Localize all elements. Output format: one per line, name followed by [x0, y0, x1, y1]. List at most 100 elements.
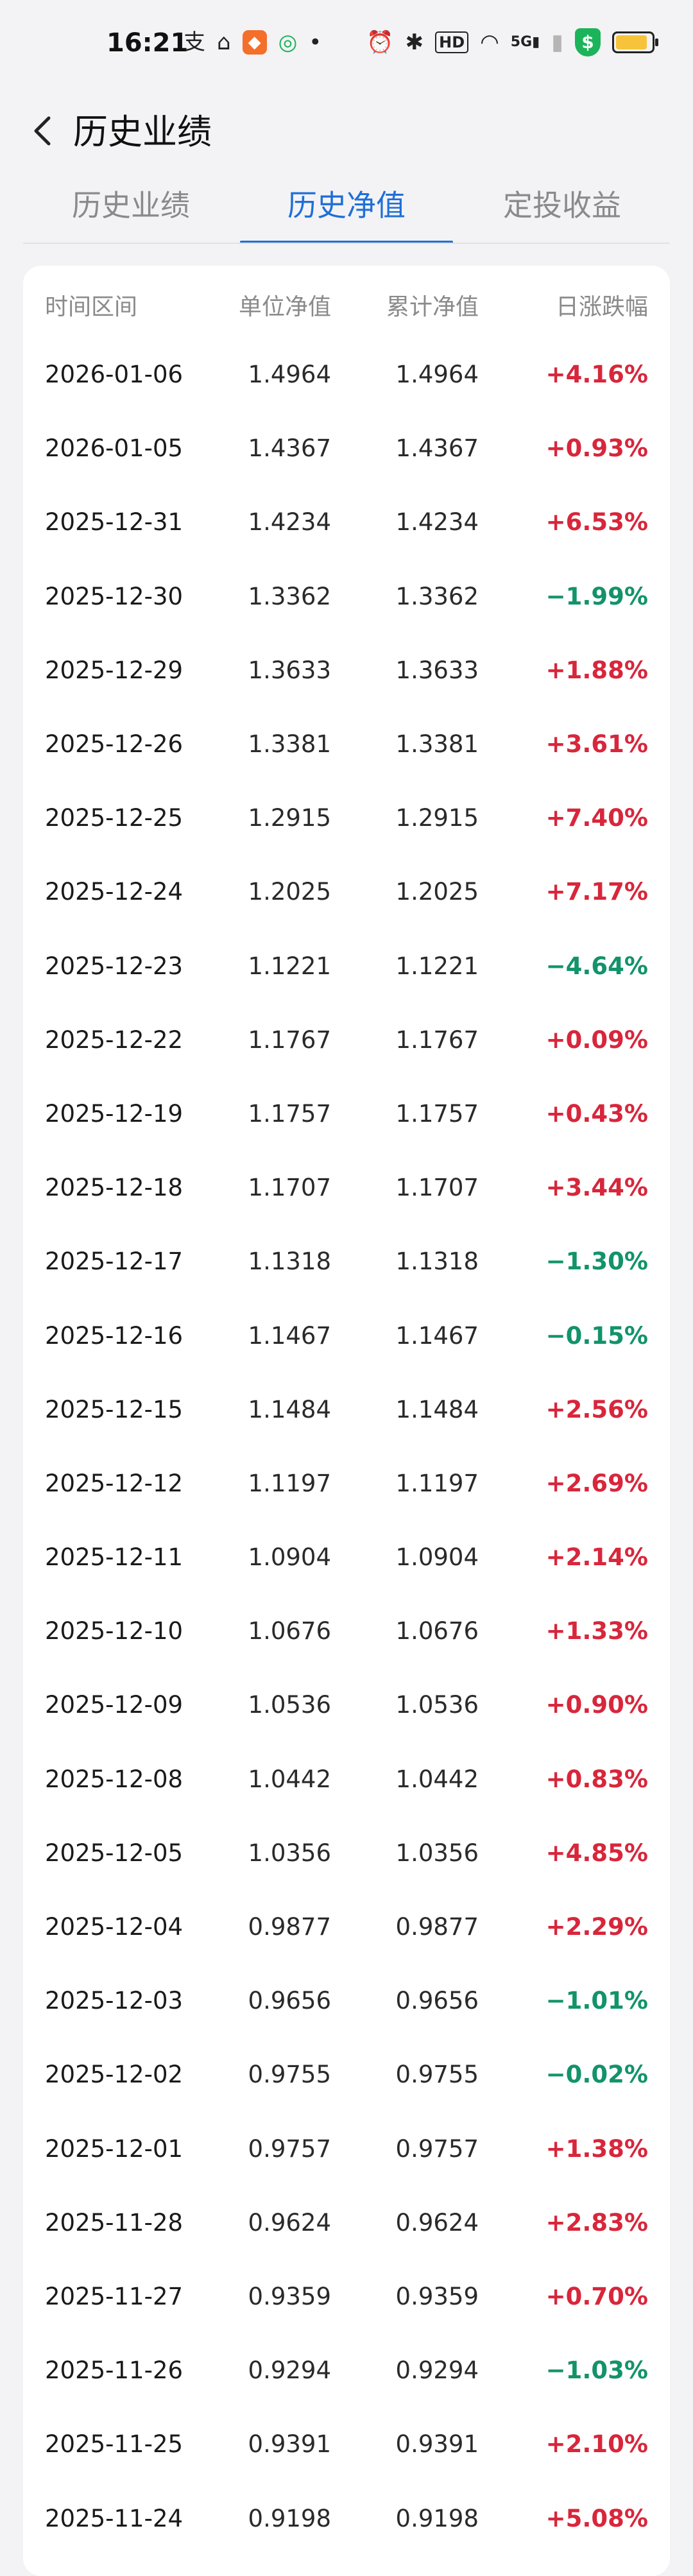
- cell-unit-nav: 1.4234: [248, 508, 331, 537]
- cell-daily-change: +2.10%: [545, 2430, 648, 2459]
- cell-daily-change: +0.70%: [545, 2282, 648, 2310]
- back-arrow-icon[interactable]: [24, 112, 63, 150]
- nav-table-card: 时间区间 单位净值 累计净值 日涨跌幅 2026-01-06 1.4964 1.49…: [23, 266, 670, 2576]
- table-row: 2025-12-17 1.1318 1.1318 −1.30%: [23, 1224, 670, 1298]
- cell-accumulated-nav: 1.1197: [395, 1469, 479, 1497]
- cell-daily-change: +1.33%: [545, 1617, 648, 1645]
- cell-date: 2025-12-12: [45, 1469, 184, 1497]
- table-row: 2025-12-04 0.9877 0.9877 +2.29%: [23, 1890, 670, 1964]
- orange-app-icon: ◆: [242, 30, 267, 55]
- table-row: 2025-12-05 1.0356 1.0356 +4.85%: [23, 1816, 670, 1890]
- tab-fixed-investment[interactable]: 定投收益: [503, 188, 621, 223]
- column-header-accumulated-nav: 累计净值: [386, 294, 479, 320]
- cell-unit-nav: 1.0904: [248, 1543, 331, 1572]
- cell-unit-nav: 1.3362: [248, 582, 331, 610]
- cell-date: 2025-12-01: [45, 2134, 184, 2163]
- table-row: 2025-12-01 0.9757 0.9757 +1.38%: [23, 2112, 670, 2186]
- table-row: 2025-12-19 1.1757 1.1757 +0.43%: [23, 1077, 670, 1151]
- table-row: 2025-11-24 0.9198 0.9198 +5.08%: [23, 2481, 670, 2555]
- cell-date: 2025-12-03: [45, 1987, 184, 2015]
- cell-date: 2025-12-31: [45, 508, 184, 537]
- cell-date: 2025-11-24: [45, 2504, 184, 2532]
- cell-daily-change: +2.14%: [545, 1543, 648, 1572]
- alipay-icon: 支: [184, 30, 205, 55]
- table-row: 2025-12-22 1.1767 1.1767 +0.09%: [23, 1003, 670, 1077]
- cell-unit-nav: 1.1467: [248, 1321, 331, 1350]
- cell-unit-nav: 1.1484: [248, 1395, 331, 1423]
- cell-unit-nav: 0.9656: [248, 1987, 331, 2015]
- bluetooth-icon: ✱: [405, 30, 424, 55]
- table-row: 2025-12-15 1.1484 1.1484 +2.56%: [23, 1373, 670, 1447]
- table-row: 2025-12-09 1.0536 1.0536 +0.90%: [23, 1668, 670, 1742]
- cell-unit-nav: 0.9624: [248, 2208, 331, 2237]
- cell-daily-change: −1.30%: [545, 1248, 648, 1276]
- cell-accumulated-nav: 1.1707: [395, 1174, 479, 1202]
- cell-accumulated-nav: 1.0356: [395, 1839, 479, 1867]
- table-row: 2025-12-16 1.1467 1.1467 −0.15%: [23, 1298, 670, 1372]
- table-row: 2025-12-08 1.0442 1.0442 +0.83%: [23, 1742, 670, 1816]
- cell-unit-nav: 1.1221: [248, 952, 331, 980]
- table-row: 2025-12-29 1.3633 1.3633 +1.88%: [23, 633, 670, 707]
- tab-history-nav[interactable]: 历史净值: [239, 173, 454, 244]
- cell-unit-nav: 1.0356: [248, 1839, 331, 1867]
- green-app-icon: ◎: [278, 30, 298, 55]
- cell-accumulated-nav: 1.3633: [395, 656, 479, 684]
- cell-date: 2025-12-30: [45, 582, 184, 610]
- cell-accumulated-nav: 1.1767: [395, 1026, 479, 1054]
- cell-daily-change: +4.16%: [545, 361, 648, 389]
- table-header: 时间区间 单位净值 累计净值 日涨跌幅: [23, 282, 670, 327]
- cell-daily-change: +0.09%: [545, 1026, 648, 1054]
- cell-accumulated-nav: 1.2025: [395, 878, 479, 906]
- hd-icon: HD: [435, 31, 469, 53]
- tab-history-performance[interactable]: 历史业绩: [72, 188, 190, 223]
- cell-unit-nav: 0.9359: [248, 2282, 331, 2310]
- cell-daily-change: +3.44%: [545, 1174, 648, 1202]
- column-header-daily-change: 日涨跌幅: [555, 294, 648, 320]
- cell-date: 2025-12-10: [45, 1617, 184, 1645]
- cell-unit-nav: 0.9755: [248, 2061, 331, 2089]
- cell-unit-nav: 1.4964: [248, 361, 331, 389]
- page-title: 历史业绩: [73, 112, 212, 152]
- cell-daily-change: −1.03%: [545, 2357, 648, 2385]
- cell-daily-change: +3.61%: [545, 730, 648, 759]
- cell-daily-change: +0.93%: [545, 434, 648, 463]
- table-row: 2026-01-05 1.4367 1.4367 +0.93%: [23, 411, 670, 485]
- cell-daily-change: −0.15%: [545, 1321, 648, 1350]
- battery-icon: [612, 31, 658, 53]
- cell-accumulated-nav: 1.0536: [395, 1691, 479, 1719]
- network-label: 5G: [510, 34, 533, 50]
- cell-daily-change: +1.38%: [545, 2134, 648, 2163]
- cell-daily-change: +7.40%: [545, 804, 648, 832]
- cell-accumulated-nav: 1.0676: [395, 1617, 479, 1645]
- cell-unit-nav: 1.1197: [248, 1469, 331, 1497]
- cell-daily-change: +2.29%: [545, 1913, 648, 1941]
- cell-accumulated-nav: 0.9198: [395, 2504, 479, 2532]
- cell-accumulated-nav: 1.4367: [395, 434, 479, 463]
- cell-accumulated-nav: 1.4964: [395, 361, 479, 389]
- cell-daily-change: −0.02%: [545, 2061, 648, 2089]
- cell-accumulated-nav: 0.9294: [395, 2357, 479, 2385]
- cell-accumulated-nav: 0.9757: [395, 2134, 479, 2163]
- cell-unit-nav: 0.9757: [248, 2134, 331, 2163]
- cell-unit-nav: 1.3381: [248, 730, 331, 759]
- cell-daily-change: +7.17%: [545, 878, 648, 906]
- table-row: 2025-12-11 1.0904 1.0904 +2.14%: [23, 1520, 670, 1594]
- cell-date: 2025-12-25: [45, 804, 184, 832]
- cell-daily-change: +5.08%: [545, 2504, 648, 2532]
- cell-accumulated-nav: 0.9877: [395, 1913, 479, 1941]
- cell-daily-change: +0.90%: [545, 1691, 648, 1719]
- cell-date: 2025-12-26: [45, 730, 184, 759]
- table-row: 2025-12-12 1.1197 1.1197 +2.69%: [23, 1447, 670, 1520]
- cell-date: 2025-12-23: [45, 952, 184, 980]
- cell-date: 2025-12-18: [45, 1174, 184, 1202]
- cell-unit-nav: 1.1318: [248, 1248, 331, 1276]
- cell-date: 2025-12-22: [45, 1026, 184, 1054]
- battery-level: [616, 35, 647, 49]
- cell-accumulated-nav: 1.4234: [395, 508, 479, 537]
- cell-unit-nav: 0.9294: [248, 2357, 331, 2385]
- cell-daily-change: +4.85%: [545, 1839, 648, 1867]
- cell-unit-nav: 1.4367: [248, 434, 331, 463]
- cell-date: 2025-11-26: [45, 2357, 184, 2385]
- cell-accumulated-nav: 1.1467: [395, 1321, 479, 1350]
- header: 历史业绩: [0, 90, 693, 173]
